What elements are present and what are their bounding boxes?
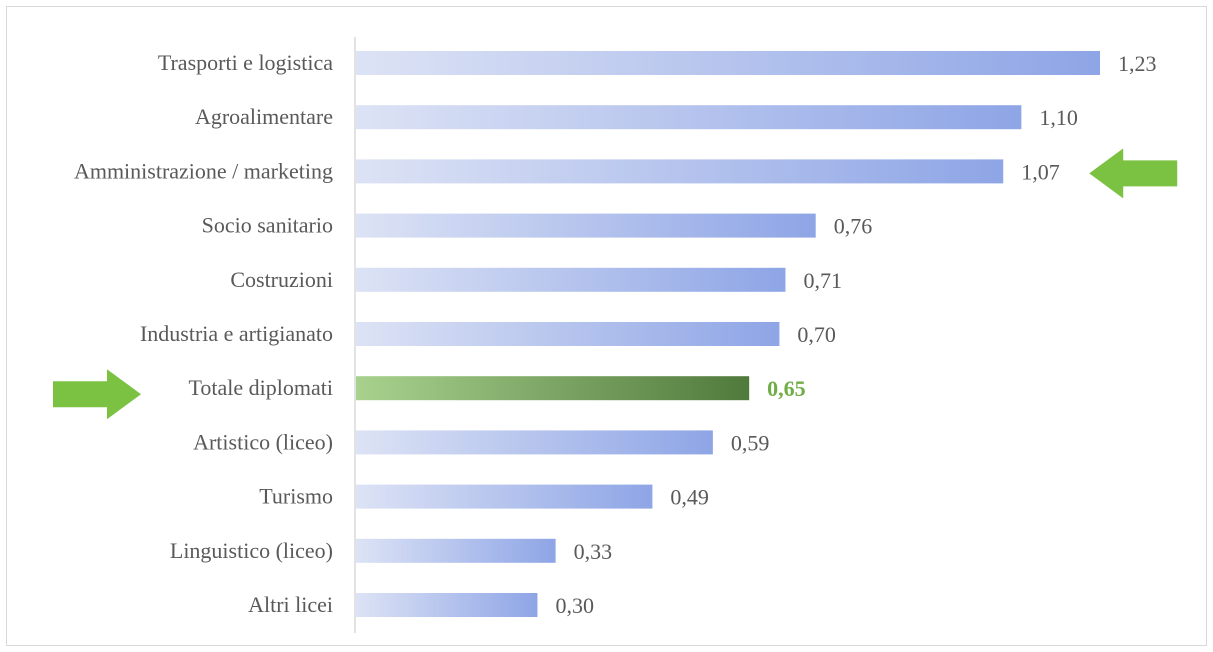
bar-3: [356, 213, 816, 238]
value-label: 0,30: [555, 593, 594, 618]
value-label: 1,10: [1039, 105, 1078, 130]
bar-9: [356, 538, 556, 563]
category-label: Agroalimentare: [195, 104, 333, 129]
arrow-right-icon: [53, 369, 141, 420]
bar-1: [356, 105, 1022, 130]
category-label: Socio sanitario: [202, 213, 333, 238]
category-label: Turismo: [259, 484, 333, 509]
bar-5: [356, 322, 780, 346]
category-label: Costruzioni: [230, 267, 333, 292]
category-label: Trasporti e logistica: [158, 50, 333, 75]
bar-8: [356, 484, 653, 509]
category-label: Totale diplomati: [189, 375, 333, 400]
value-label: 1,07: [1021, 159, 1060, 184]
chart-frame: Trasporti e logistica 1,23 Agroalimentare 1…: [6, 6, 1207, 646]
category-label: Altri licei: [248, 592, 333, 617]
value-label: 1,23: [1118, 51, 1157, 76]
bar-chart: Trasporti e logistica 1,23 Agroalimentare 1…: [53, 37, 1178, 633]
value-label: 0,70: [797, 322, 836, 347]
bar-4: [356, 267, 786, 292]
bar-10: [356, 593, 538, 617]
bar-0: [356, 51, 1100, 75]
value-label: 0,33: [574, 539, 613, 564]
value-label: 0,71: [803, 268, 842, 293]
value-label: 0,76: [834, 214, 873, 239]
category-label: Amministrazione / marketing: [74, 158, 333, 183]
value-label: 0,59: [731, 430, 770, 455]
bar-2: [356, 159, 1004, 184]
category-label: Artistico (liceo): [193, 429, 333, 454]
bars-group: Trasporti e logistica 1,23 Agroalimentare 1…: [74, 50, 1157, 618]
bar-7: [356, 430, 713, 455]
value-label: 0,49: [670, 485, 709, 510]
category-label: Industria e artigianato: [140, 321, 333, 346]
category-label: Linguistico (liceo): [170, 538, 333, 563]
value-label: 0,65: [767, 376, 806, 401]
arrow-left-icon: [1089, 148, 1178, 199]
bar-6: [356, 376, 750, 401]
